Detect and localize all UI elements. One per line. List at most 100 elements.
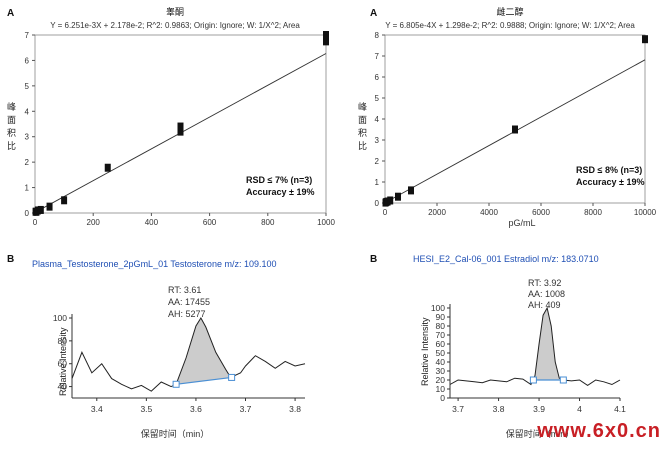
panel-label: A <box>7 8 14 19</box>
panel-label: A <box>370 8 377 19</box>
annotation-rsd: RSD ≤ 8% (n=3) <box>576 165 642 175</box>
y-axis-label: 峰 面 积 比 <box>7 102 19 151</box>
y-tick-label: 90 <box>436 312 446 322</box>
x-tick-label: 3.7 <box>452 404 464 414</box>
chromatogram-trace <box>449 306 621 387</box>
y-tick-label: 70 <box>436 330 446 340</box>
x-tick-label: 600 <box>203 218 217 227</box>
y-tick-label: 7 <box>25 31 30 40</box>
baseline-marker <box>529 376 537 384</box>
y-tick-label: 20 <box>436 375 446 385</box>
x-tick-label: 1000 <box>317 218 335 227</box>
baseline-marker <box>559 376 567 384</box>
ylabel-char: 比 <box>358 140 367 151</box>
y-tick-label: 4 <box>25 107 30 116</box>
baseline-marker <box>228 373 236 381</box>
x-axis-label: pG/mL <box>508 218 535 228</box>
y-tick-label: 30 <box>436 366 446 376</box>
x-tick-label: 3.5 <box>140 404 152 414</box>
y-tick-label: 40 <box>58 382 68 392</box>
data-point <box>37 205 44 214</box>
x-tick-label: 3.8 <box>493 404 505 414</box>
y-tick-label: 50 <box>436 348 446 358</box>
y-tick-label: 10 <box>436 384 446 394</box>
x-tick-label: 3.9 <box>533 404 545 414</box>
y-tick-label: 1 <box>375 178 380 187</box>
x-tick-label: 8000 <box>584 208 602 217</box>
y-axis-label: Relative Intensity <box>420 317 430 386</box>
peak-area <box>533 308 564 380</box>
chromatogram-panel-testosterone: B Plasma_Testosterone_2pGmL_01 Testoster… <box>7 254 306 439</box>
y-tick-label: 7 <box>375 52 380 61</box>
x-tick-label: 800 <box>261 218 275 227</box>
y-tick-label: 4 <box>375 115 380 124</box>
y-tick-label: 100 <box>53 313 67 323</box>
x-tick-label: 3.7 <box>240 404 252 414</box>
panel-label: B <box>7 254 14 265</box>
data-point <box>61 196 68 205</box>
peak-rt-label: RT: 3.61 <box>168 285 201 295</box>
data-point <box>408 186 414 195</box>
y-tick-label: 0 <box>25 209 30 218</box>
y-tick-label: 80 <box>58 336 68 346</box>
y-axis-label: 峰 面 积 比 <box>358 102 370 151</box>
x-tick-label: 6000 <box>532 208 550 217</box>
data-point <box>642 35 648 44</box>
x-tick-label: 3.4 <box>91 404 103 414</box>
watermark: www.6x0.cn <box>537 420 661 442</box>
peak-height-label: AH: 5277 <box>168 309 206 319</box>
y-tick-label: 0 <box>375 199 380 208</box>
chart-title: 雌二醇 <box>496 6 523 17</box>
x-tick-label: 3.6 <box>190 404 202 414</box>
peak-rt-label: RT: 3.92 <box>528 278 561 288</box>
chromatogram-panel-estradiol: B HESI_E2_Cal-06_001 Estradiol m/z: 183.… <box>370 254 626 439</box>
x-tick-label: 2000 <box>428 208 446 217</box>
peak-height-label: AH: 409 <box>528 300 561 310</box>
ylabel-char: 峰 <box>358 102 367 112</box>
y-tick-label: 5 <box>375 94 380 103</box>
data-point <box>46 202 53 211</box>
baseline-marker <box>172 380 180 388</box>
y-axis-label: Relative Intensity <box>58 327 68 396</box>
panel-label: B <box>370 254 377 265</box>
ylabel-char: 积 <box>358 127 367 138</box>
y-tick-label: 100 <box>431 303 445 313</box>
plot-frame <box>34 34 327 214</box>
regression-equation: Y = 6.805e-4X + 1.298e-2; R^2: 0.9888; O… <box>385 21 635 30</box>
chromatogram-trace <box>71 317 306 392</box>
chart-title: 睾酮 <box>166 6 184 17</box>
y-tick-label: 3 <box>375 136 380 145</box>
y-tick-label: 60 <box>58 359 68 369</box>
calibration-panel-testosterone: A 睾酮 Y = 6.251e-3X + 2.178e-2; R^2: 0.98… <box>7 6 335 227</box>
y-tick-label: 80 <box>436 321 446 331</box>
y-tick-label: 6 <box>25 56 30 65</box>
annotation-accuracy: Accuracy ± 19% <box>246 187 314 197</box>
ylabel-char: 比 <box>7 140 16 151</box>
x-tick-label: 0 <box>33 218 38 227</box>
x-axis-label: 保留时间（min） <box>506 428 575 439</box>
ylabel-char: 积 <box>7 127 16 138</box>
x-axis-label: 保留时间（min） <box>141 428 210 439</box>
y-tick-label: 3 <box>25 133 30 142</box>
ylabel-char: 面 <box>7 115 16 125</box>
regression-equation: Y = 6.251e-3X + 2.178e-2; R^2: 0.9863; O… <box>50 21 300 30</box>
data-point <box>323 31 329 39</box>
chromatogram-header: HESI_E2_Cal-06_001 Estradiol m/z: 183.07… <box>413 254 599 264</box>
data-point <box>104 163 111 172</box>
data-point <box>177 127 184 136</box>
y-tick-label: 5 <box>25 82 30 91</box>
y-tick-label: 40 <box>436 357 446 367</box>
y-tick-label: 60 <box>436 339 446 349</box>
x-tick-label: 4000 <box>480 208 498 217</box>
x-tick-label: 4 <box>577 404 582 414</box>
data-point <box>395 192 401 201</box>
data-point <box>177 122 184 131</box>
x-tick-label: 3.8 <box>289 404 301 414</box>
ylabel-char: 面 <box>358 115 367 125</box>
y-tick-label: 8 <box>375 31 380 40</box>
x-tick-label: 400 <box>145 218 159 227</box>
data-point <box>323 37 329 46</box>
x-tick-label: 4.1 <box>614 404 626 414</box>
y-tick-label: 0 <box>440 393 445 403</box>
annotation-rsd: RSD ≤ 7% (n=3) <box>246 175 312 185</box>
